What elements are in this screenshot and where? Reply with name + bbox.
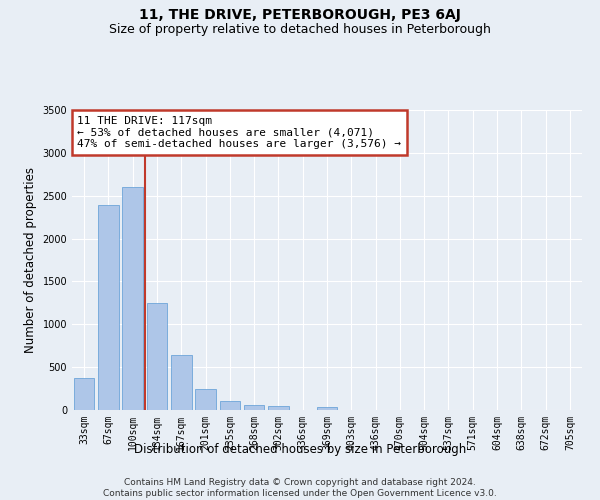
Bar bbox=[146, 303, 167, 410]
Text: 11 THE DRIVE: 117sqm
← 53% of detached houses are smaller (4,071)
47% of semi-de: 11 THE DRIVE: 117sqm ← 53% of detached h… bbox=[77, 116, 401, 149]
Bar bbox=[195, 388, 216, 410]
Text: 11, THE DRIVE, PETERBOROUGH, PE3 6AJ: 11, THE DRIVE, PETERBOROUGH, PE3 6AJ bbox=[139, 8, 461, 22]
Bar bbox=[74, 378, 94, 410]
Bar bbox=[317, 407, 337, 410]
Bar bbox=[220, 400, 240, 410]
Text: Size of property relative to detached houses in Peterborough: Size of property relative to detached ho… bbox=[109, 22, 491, 36]
Bar bbox=[171, 355, 191, 410]
Text: Contains HM Land Registry data © Crown copyright and database right 2024.
Contai: Contains HM Land Registry data © Crown c… bbox=[103, 478, 497, 498]
Text: Distribution of detached houses by size in Peterborough: Distribution of detached houses by size … bbox=[134, 444, 466, 456]
Bar bbox=[98, 205, 119, 410]
Bar bbox=[268, 406, 289, 410]
Y-axis label: Number of detached properties: Number of detached properties bbox=[24, 167, 37, 353]
Bar bbox=[122, 187, 143, 410]
Bar bbox=[244, 405, 265, 410]
